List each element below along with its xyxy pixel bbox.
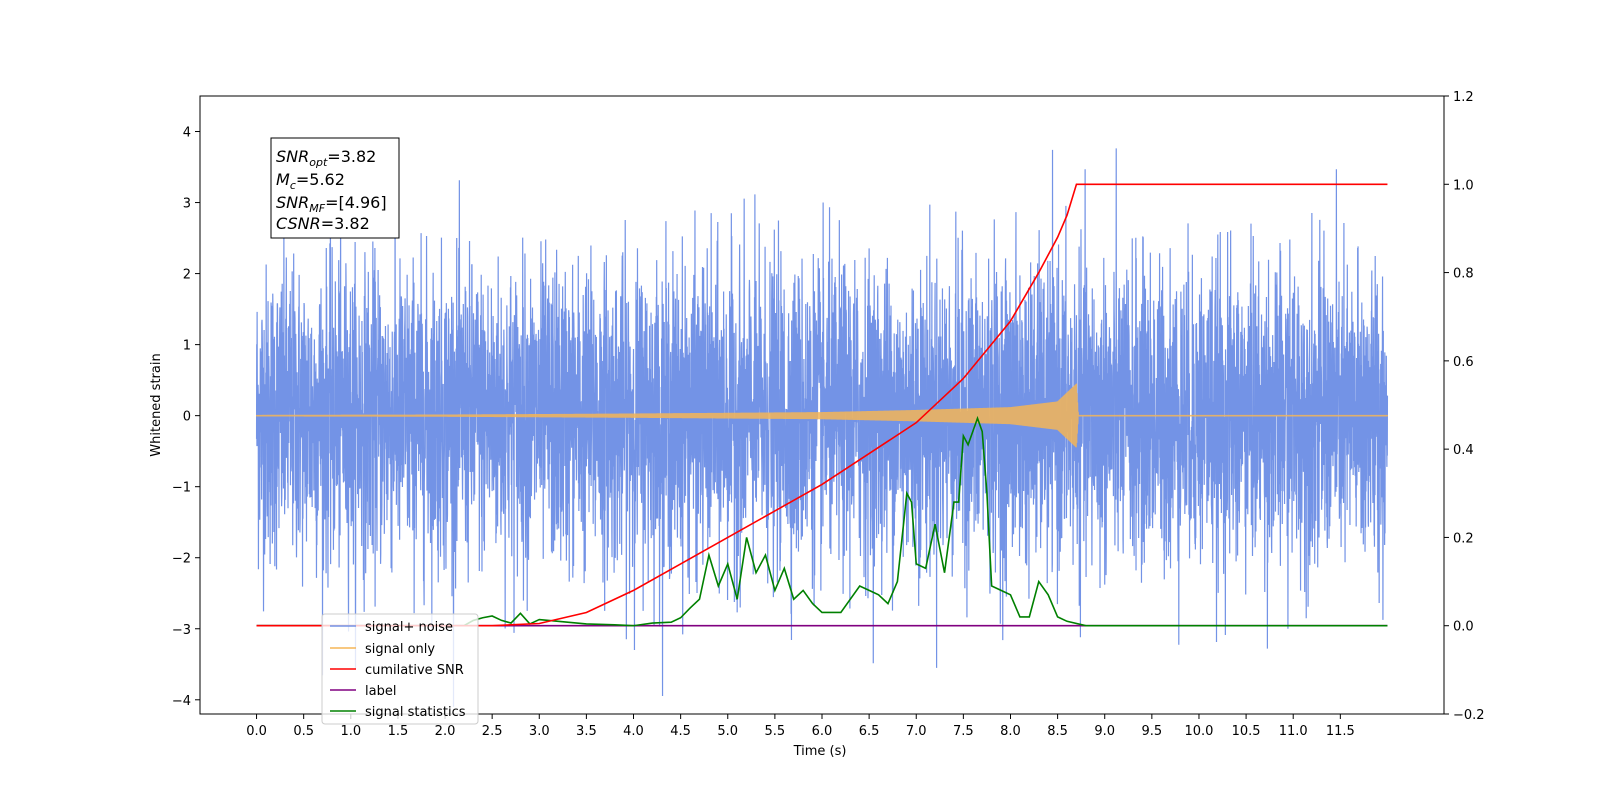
y-tick-label: −3 xyxy=(172,623,191,638)
y-right-tick-label: 0.6 xyxy=(1453,355,1474,370)
x-axis-label: Time (s) xyxy=(793,744,847,759)
x-tick-label: 1.5 xyxy=(388,724,409,739)
x-tick-label: 2.5 xyxy=(482,724,503,739)
y-tick-label: 2 xyxy=(183,268,191,283)
y-right-tick-label: −0.2 xyxy=(1453,708,1485,723)
x-tick-label: 3.0 xyxy=(529,724,550,739)
legend-signal-statistics: signal statistics xyxy=(365,705,466,720)
series-signal-statistics xyxy=(256,415,1388,627)
legend-signal-noise: signal+ noise xyxy=(365,620,453,635)
x-tick-label: 3.5 xyxy=(576,724,597,739)
x-tick-label: 10.5 xyxy=(1232,724,1261,739)
legend-label: label xyxy=(365,684,396,699)
legend-signal-only: signal only xyxy=(365,642,435,657)
x-tick-label: 9.5 xyxy=(1142,724,1163,739)
x-tick-label: 0.5 xyxy=(293,724,314,739)
series-signal-noise xyxy=(255,148,1389,707)
x-tick-label: 0.0 xyxy=(246,724,267,739)
x-axis: 0.0 0.5 1.0 1.5 2.0 2.5 3.0 3.5 4.0 4.5 5.0 5.5 6.0 6… xyxy=(246,714,1355,739)
legend: signal+ noise signal only cumilative SNR… xyxy=(321,613,479,725)
series-signal-only xyxy=(255,383,1389,448)
snr-opt-text: SNRopt=3.82 xyxy=(276,147,376,169)
y-tick-label: −4 xyxy=(172,694,191,709)
x-tick-label: 11.5 xyxy=(1326,724,1355,739)
y-right-tick-label: 0.4 xyxy=(1453,443,1474,458)
y-tick-label: −1 xyxy=(172,481,191,496)
x-tick-label: 1.0 xyxy=(340,724,361,739)
y-axis-right: 1.2 1.0 0.8 0.6 0.4 0.2 0.0 −0.2 xyxy=(1444,90,1485,723)
x-tick-label: 5.5 xyxy=(765,724,786,739)
x-tick-label: 5.0 xyxy=(717,724,738,739)
y-axis-left: 4 3 2 1 0 −1 −2 −3 −4 xyxy=(172,126,200,709)
csnr-text: CSNR=3.82 xyxy=(276,214,370,233)
annotation-box: SNRopt=3.82 Mc=5.62 SNRMF=[4.96] CSNR=3.… xyxy=(270,137,400,239)
y-right-tick-label: 1.0 xyxy=(1453,178,1474,193)
x-tick-label: 4.0 xyxy=(623,724,644,739)
y-right-tick-label: 0.2 xyxy=(1453,531,1474,546)
y-tick-label: 4 xyxy=(183,126,191,141)
x-tick-label: 6.0 xyxy=(812,724,833,739)
x-tick-label: 8.0 xyxy=(1000,724,1021,739)
legend-cumulative-snr: cumilative SNR xyxy=(365,663,464,678)
y-tick-label: 1 xyxy=(183,339,191,354)
series-cumulative-snr xyxy=(256,183,1388,627)
y-right-tick-label: 0.8 xyxy=(1453,267,1474,282)
x-tick-label: 10.0 xyxy=(1184,724,1213,739)
x-tick-label: 6.5 xyxy=(859,724,880,739)
x-tick-label: 7.0 xyxy=(906,724,927,739)
x-tick-label: 2.0 xyxy=(435,724,456,739)
x-tick-label: 4.5 xyxy=(670,724,691,739)
snr-mf-text: SNRMF=[4.96] xyxy=(276,193,387,215)
y-tick-label: 0 xyxy=(183,410,191,425)
x-tick-label: 7.5 xyxy=(953,724,974,739)
mc-text: Mc=5.62 xyxy=(276,170,345,192)
x-tick-label: 9.0 xyxy=(1094,724,1115,739)
y-axis-label: Whitened strain xyxy=(149,353,164,456)
y-right-tick-label: 1.2 xyxy=(1453,90,1474,105)
y-right-tick-label: 0.0 xyxy=(1453,620,1474,635)
x-tick-label: 8.5 xyxy=(1047,724,1068,739)
y-tick-label: −2 xyxy=(172,552,191,567)
x-tick-label: 11.0 xyxy=(1279,724,1308,739)
y-tick-label: 3 xyxy=(183,197,191,212)
